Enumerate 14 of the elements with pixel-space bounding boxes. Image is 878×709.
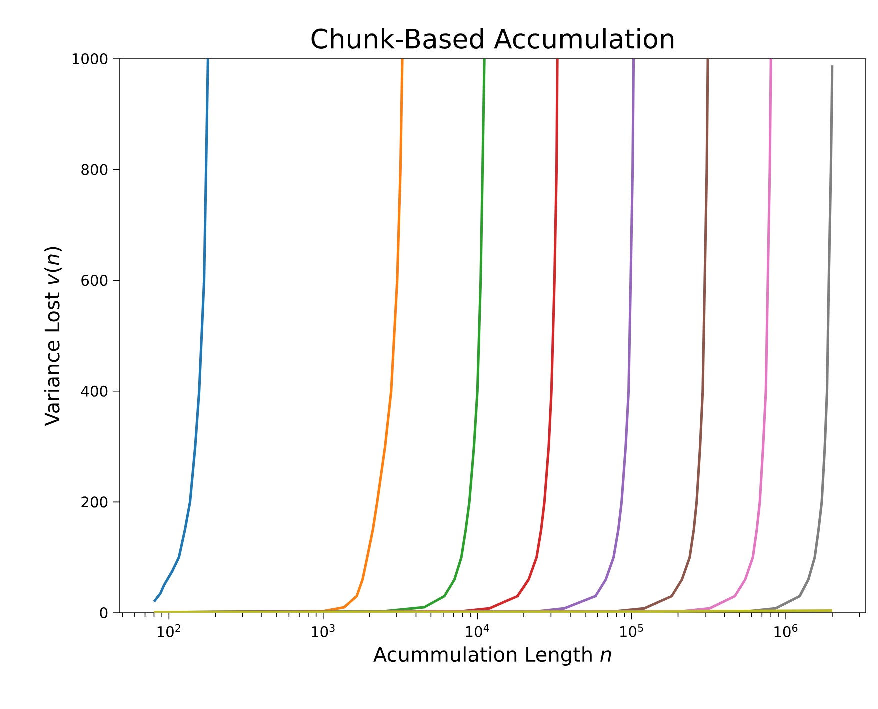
x-tick-label: 10$^{6}$ xyxy=(774,624,798,638)
x-tick-label: 10$^{5}$ xyxy=(620,624,644,638)
x-tick-label: 10$^{4}$ xyxy=(466,624,490,638)
chart-title: Chunk-Based Accumulation xyxy=(312,28,674,49)
y-tick-label: 800 xyxy=(82,164,108,176)
y-tick-label: 0 xyxy=(100,607,108,619)
y-tick-label: 400 xyxy=(81,386,108,397)
y-tick-label: 1000 xyxy=(72,53,108,65)
x-tick-label: 10$^{3}$ xyxy=(312,624,335,638)
x-axis-title: Acummulation Length n xyxy=(374,646,612,666)
y-axis-title: Variance Lost v(n) xyxy=(44,247,62,426)
y-tick-label: 200 xyxy=(82,496,108,508)
y-tick-label: 600 xyxy=(82,275,108,286)
x-tick-label: 10$^{2}$ xyxy=(158,624,180,638)
